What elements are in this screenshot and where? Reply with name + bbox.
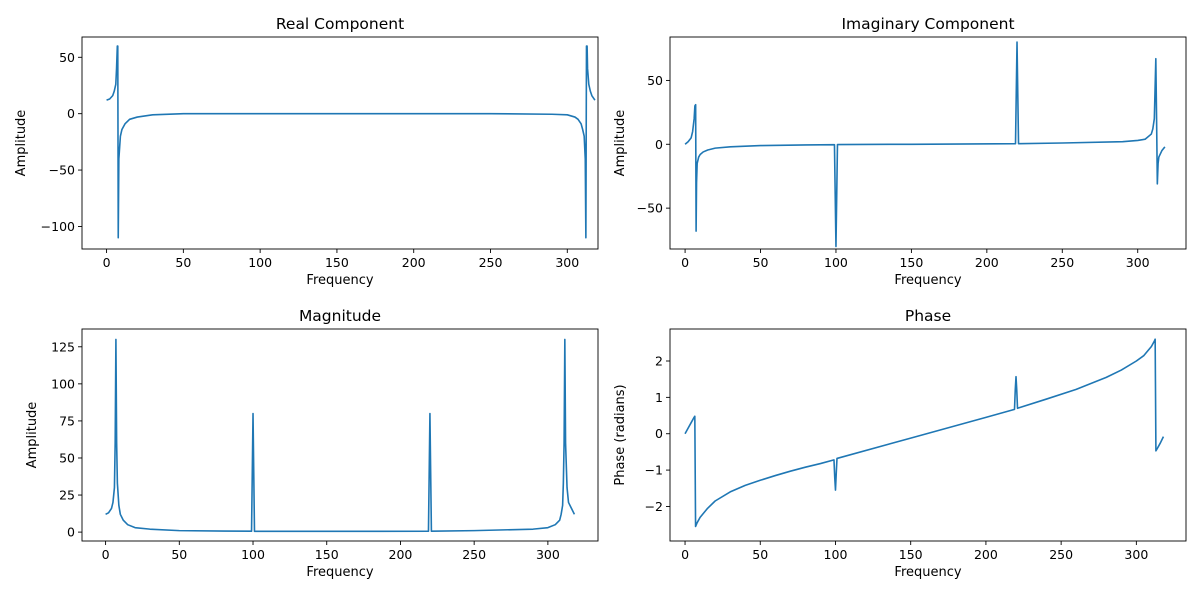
chart-title: Real Component [276,15,404,33]
x-axis-label: Frequency [894,565,961,580]
y-tick-label: 50 [647,73,663,88]
x-tick-label: 50 [171,547,187,562]
x-tick-label: 250 [462,547,486,562]
series-line [684,338,1165,528]
x-tick-label: 300 [555,255,579,270]
x-tick-label: 250 [1050,255,1074,270]
y-tick-label: 25 [59,488,75,503]
x-tick-label: 200 [389,547,413,562]
x-tick-label: 250 [1049,547,1073,562]
x-tick-label: 300 [536,547,560,562]
x-tick-label: 0 [681,547,689,562]
x-tick-label: 0 [103,255,111,270]
chart-title: Imaginary Component [841,15,1014,33]
x-tick-label: 200 [402,255,426,270]
subplot-real: 0 50 100 150 200 250 300 50 0 −50 −100 Real Compone… [14,15,599,288]
series-line [106,45,596,239]
y-tick-label: 0 [655,426,663,441]
axes-frame [669,328,1187,542]
x-tick-label: 100 [241,547,265,562]
x-axis-label: Frequency [894,273,961,288]
x-tick-label: 0 [681,255,689,270]
x-tick-label: 150 [899,547,923,562]
x-tick-label: 200 [975,255,999,270]
y-tick-label: 50 [59,50,75,65]
x-tick-label: 200 [974,547,998,562]
subplot-phase: 0 50 100 150 200 250 300 2 1 0 −1 −2 Phase Frequency P… [613,307,1187,580]
chart-title: Phase [905,307,951,325]
x-axis-label: Frequency [306,565,373,580]
x-tick-label: 150 [315,547,339,562]
x-tick-label: 250 [479,255,503,270]
axes-frame [669,36,1187,250]
y-tick-label: 0 [67,525,75,540]
y-axis-label: Amplitude [613,110,628,177]
series-line [684,41,1166,248]
chart-title: Magnitude [299,307,381,325]
x-tick-label: 50 [175,255,191,270]
x-tick-label: 150 [325,255,349,270]
y-tick-label: −1 [645,463,663,478]
x-tick-label: 100 [248,255,272,270]
x-tick-label: 150 [899,255,923,270]
y-tick-label: 0 [67,106,75,121]
y-tick-label: 0 [655,137,663,152]
y-axis-label: Amplitude [25,402,40,469]
subplot-imaginary: 0 50 100 150 200 250 300 50 0 −50 Imaginary Compon… [613,15,1187,288]
x-axis-label: Frequency [306,273,373,288]
x-tick-label: 300 [1126,255,1150,270]
subplot-magnitude: 0 50 100 150 200 250 300 0 25 50 75 100 125 Magnitude… [25,307,599,580]
x-tick-label: 100 [824,255,848,270]
y-tick-label: 1 [655,390,663,405]
axes-frame [81,36,599,250]
y-tick-label: 75 [59,413,75,428]
y-tick-label: −50 [49,163,75,178]
y-axis-label: Phase (radians) [613,384,628,485]
x-tick-label: 100 [824,547,848,562]
y-tick-label: 125 [51,339,75,354]
y-tick-label: −2 [645,499,663,514]
y-tick-label: −50 [637,201,663,216]
y-tick-label: 50 [59,450,75,465]
y-tick-label: 100 [51,376,75,391]
x-tick-label: 50 [752,547,768,562]
x-tick-label: 300 [1124,547,1148,562]
x-tick-label: 50 [753,255,769,270]
series-line [105,338,576,533]
x-tick-label: 0 [102,547,110,562]
axes-frame [81,328,599,542]
y-tick-label: 2 [655,354,663,369]
y-axis-label: Amplitude [14,110,29,177]
y-tick-label: −100 [41,219,75,234]
